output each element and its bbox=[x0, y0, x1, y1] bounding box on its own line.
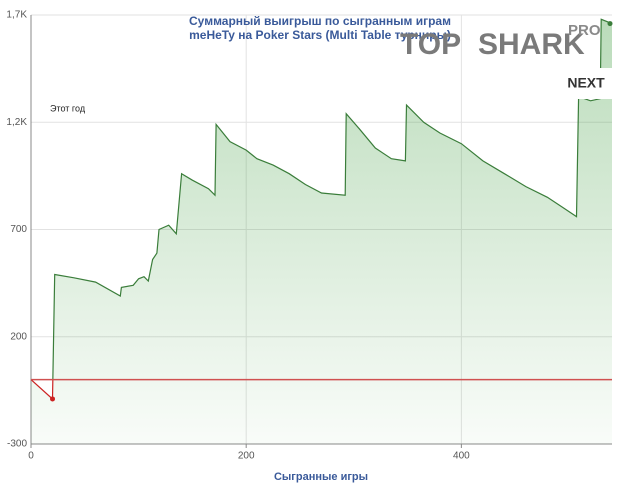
marker bbox=[607, 21, 613, 27]
marker bbox=[50, 396, 56, 402]
next-button-bg[interactable] bbox=[560, 68, 612, 99]
x-tick-label: 200 bbox=[238, 451, 255, 462]
chart-subtitle: meHeTy на Poker Stars (Multi Table турни… bbox=[189, 28, 451, 42]
logo-left: TOP bbox=[400, 28, 461, 61]
logo: TOP SHARK PRO bbox=[400, 22, 601, 61]
y-tick-label: 1,7K bbox=[6, 10, 27, 21]
annotation: Этот год bbox=[50, 103, 86, 113]
next-button[interactable]: NEXT bbox=[560, 68, 612, 99]
logo-badge: PRO bbox=[568, 22, 601, 39]
x-tick-label: 0 bbox=[28, 451, 34, 462]
y-tick-label: 1,2K bbox=[6, 117, 27, 128]
line bbox=[30, 18, 613, 401]
chart-title: Суммарный выигрыш по сыгранным играм bbox=[189, 14, 451, 28]
next-button-label[interactable]: NEXT bbox=[567, 75, 605, 91]
y-tick-label: 200 bbox=[10, 331, 27, 342]
logo-right: SHARK bbox=[478, 28, 585, 61]
x-tick-label: 400 bbox=[453, 451, 470, 462]
y-tick-label: -300 bbox=[7, 439, 27, 450]
x-axis-label: Сыгранные игры bbox=[274, 471, 368, 483]
y-tick-label: 700 bbox=[10, 224, 27, 235]
area bbox=[31, 19, 612, 445]
